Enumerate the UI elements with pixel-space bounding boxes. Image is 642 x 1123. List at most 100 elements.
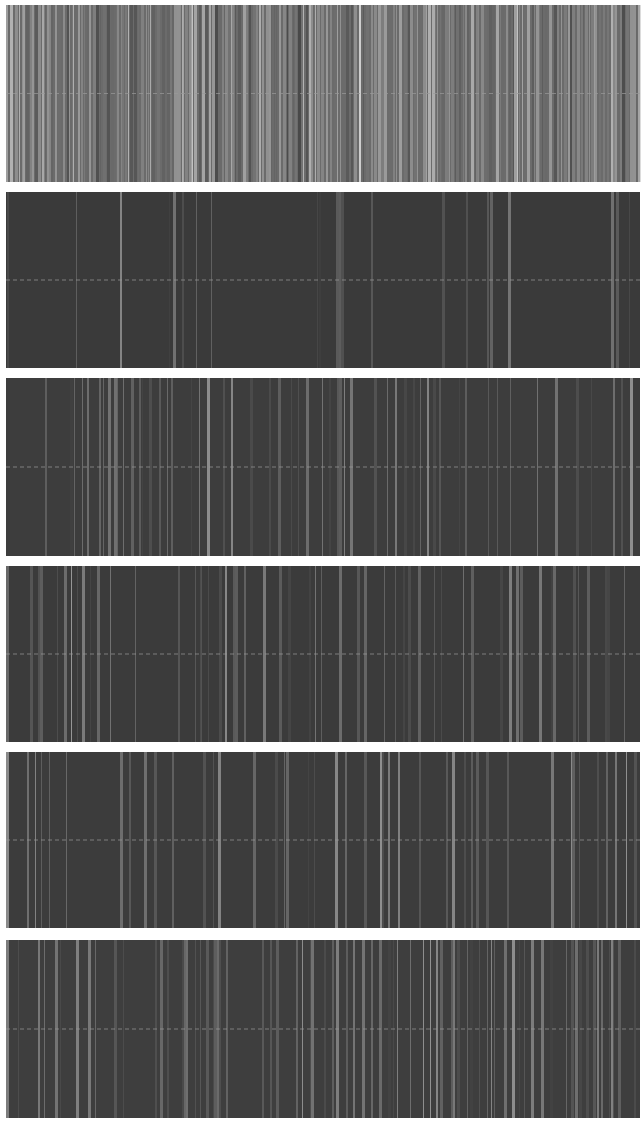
panel (6, 378, 640, 556)
stripe (571, 752, 572, 928)
stripe (557, 5, 559, 182)
stripe (465, 378, 467, 556)
stripe (138, 5, 139, 182)
stripe (459, 5, 461, 182)
stripe (311, 940, 314, 1118)
stripe (599, 5, 601, 182)
stripe (87, 5, 89, 182)
stripe (234, 5, 235, 182)
stripe (346, 5, 349, 182)
panel (6, 752, 640, 928)
stripe (339, 378, 342, 556)
stripe (626, 752, 627, 928)
stripe (388, 752, 390, 928)
stripe (18, 940, 19, 1118)
stripe (10, 5, 13, 182)
stripe (172, 5, 174, 182)
stripe (570, 5, 572, 182)
stripe (578, 566, 579, 742)
stripe (522, 5, 523, 182)
stripe (397, 940, 398, 1118)
stripe (606, 752, 608, 928)
stripe (276, 940, 279, 1118)
stripe (487, 940, 488, 1118)
stripe (605, 566, 607, 742)
stripe (200, 940, 201, 1118)
stripe (117, 378, 118, 556)
stripe (110, 566, 111, 742)
stripe (82, 378, 83, 556)
stripe (199, 5, 201, 182)
panel (6, 566, 640, 742)
stripe (38, 5, 41, 182)
stripe (45, 5, 46, 182)
stripe (213, 752, 214, 928)
stripe (339, 192, 341, 368)
stripe (500, 566, 503, 742)
stripe (208, 566, 209, 742)
stripe (467, 940, 468, 1118)
stripe (235, 5, 236, 182)
stripe (381, 5, 384, 182)
stripe (507, 752, 509, 928)
stripe (283, 5, 286, 182)
stripe (38, 566, 40, 742)
stripe (487, 192, 489, 368)
stripe (332, 940, 334, 1118)
stripe (256, 5, 258, 182)
stripe (87, 378, 89, 556)
stripe (103, 378, 104, 556)
stripe (319, 192, 321, 368)
stripe (430, 940, 431, 1118)
stripe (437, 5, 438, 182)
stripe (417, 5, 418, 182)
stripe (577, 5, 580, 182)
stripe (488, 378, 489, 556)
stripe (67, 5, 69, 182)
stripe (192, 5, 193, 182)
stripe (60, 940, 61, 1118)
stripe (382, 752, 384, 928)
stripe (291, 378, 292, 556)
stripe (150, 5, 151, 182)
stripe (459, 378, 460, 556)
stripe (613, 940, 614, 1118)
stripe (200, 566, 201, 742)
stripe (445, 5, 447, 182)
stripe (465, 5, 467, 182)
stripe (74, 378, 75, 556)
stripe (262, 940, 264, 1118)
stripe (178, 566, 180, 742)
stripe (633, 5, 636, 182)
stripe (122, 5, 124, 182)
stripe (116, 5, 117, 182)
stripe (479, 940, 480, 1118)
stripe (171, 378, 173, 556)
stripe (423, 940, 424, 1118)
stripe (32, 5, 34, 182)
stripe (579, 752, 580, 928)
stripe (395, 378, 397, 556)
stripe (326, 5, 328, 182)
stripe (423, 5, 426, 182)
stripe (271, 5, 272, 182)
stripe (500, 5, 501, 182)
stripe (353, 940, 355, 1118)
stripe (549, 5, 552, 182)
stripe (620, 5, 622, 182)
stripe (213, 940, 214, 1118)
stripe (95, 940, 96, 1118)
stripe (249, 5, 251, 182)
stripe (262, 5, 264, 182)
stripe (66, 752, 67, 928)
stripe (45, 378, 47, 556)
stripe (634, 940, 636, 1118)
stripe (81, 5, 83, 182)
stripe (396, 5, 397, 182)
stripe (172, 752, 174, 928)
stripe (180, 5, 181, 182)
stripe (276, 5, 277, 182)
stripe (123, 378, 124, 556)
panel (6, 940, 640, 1118)
stripe (542, 5, 543, 182)
